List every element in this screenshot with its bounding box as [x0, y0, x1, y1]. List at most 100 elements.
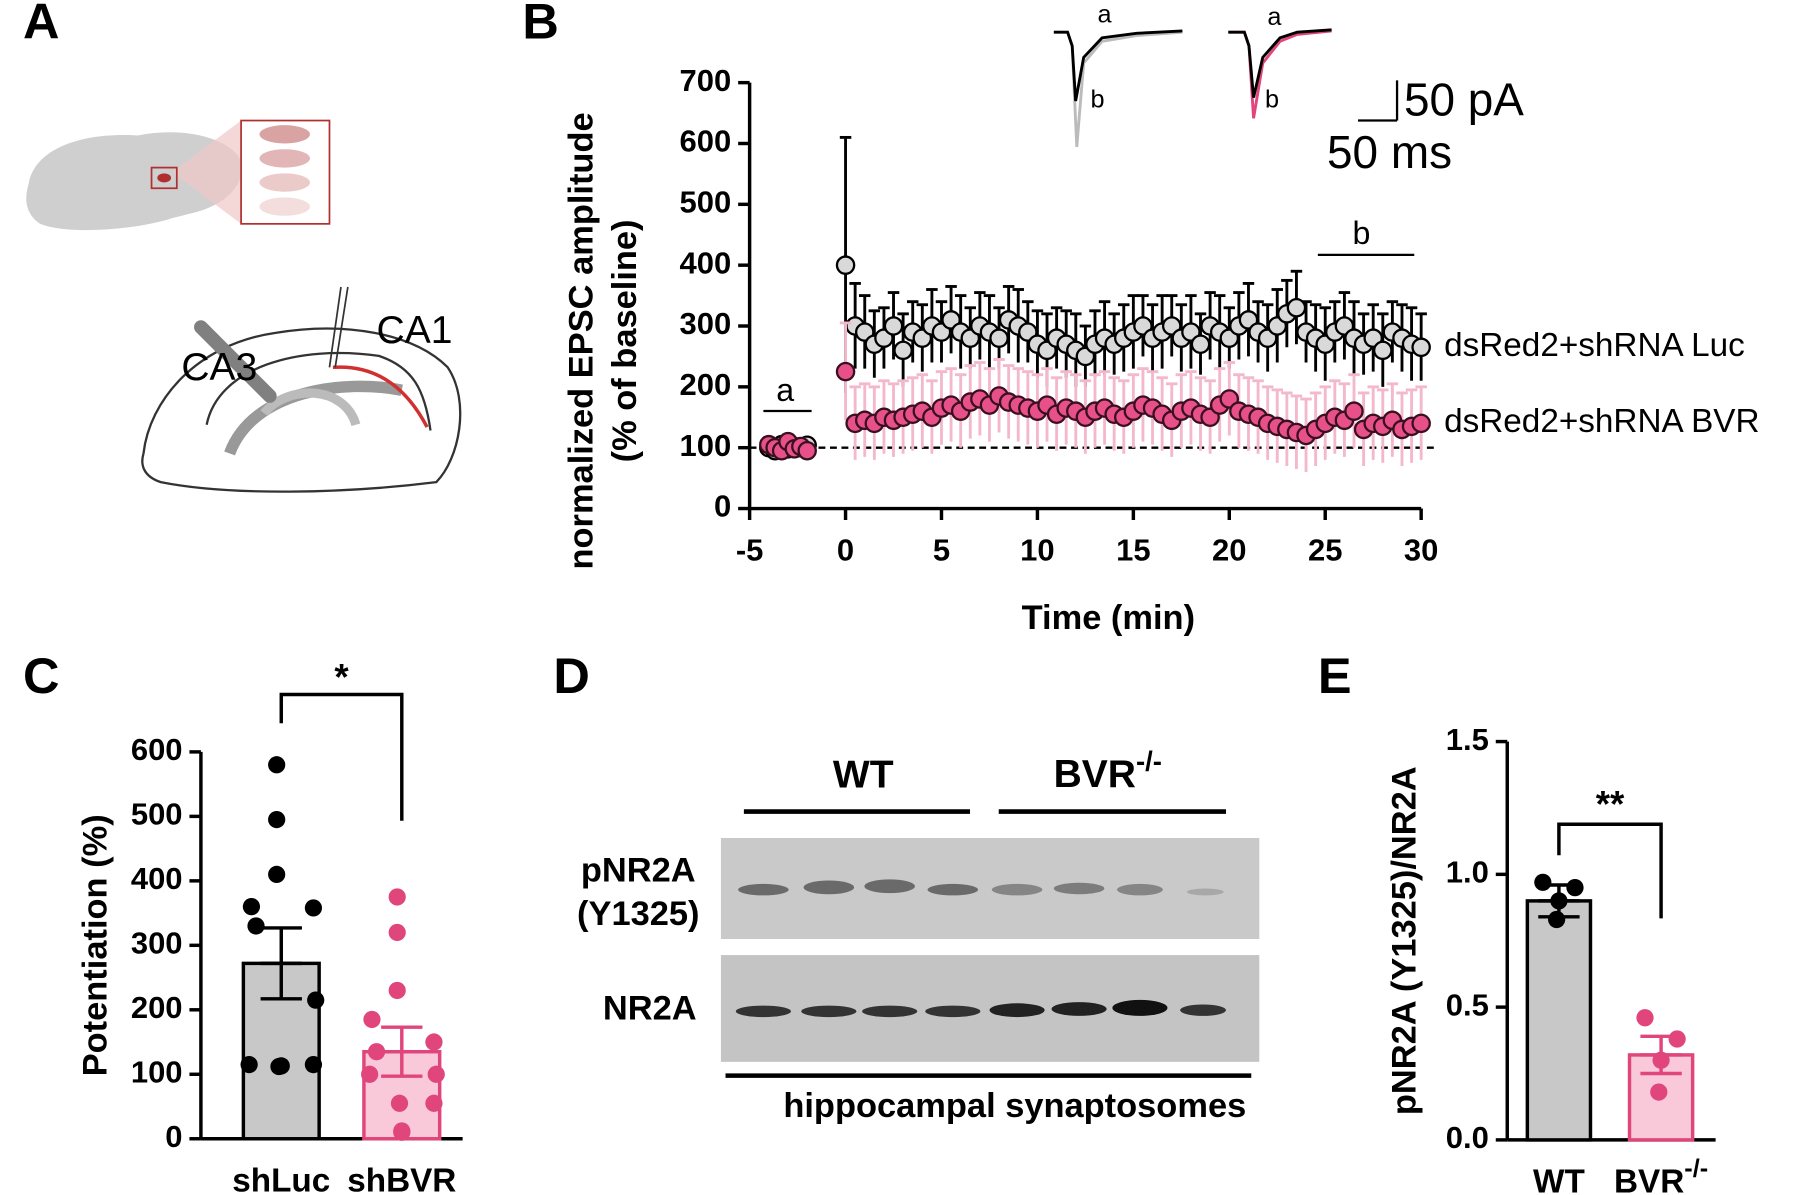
data-point	[388, 888, 406, 906]
data-point	[1668, 1030, 1686, 1048]
slice	[259, 149, 310, 168]
blot-footer: hippocampal synaptosomes	[783, 1087, 1246, 1125]
x-tick-label: 10	[1020, 532, 1054, 567]
band	[1186, 888, 1224, 896]
western-blot: WT BVR-/- pNR2A (Y1325) NR2A hippocampal…	[577, 746, 1260, 1125]
stim-electrode	[194, 320, 277, 403]
x-tick-label-main: shBVR	[347, 1162, 456, 1195]
data-point	[242, 898, 261, 916]
trace	[1228, 29, 1332, 119]
band	[738, 883, 789, 896]
data-point	[363, 1010, 381, 1029]
pyramidal-layer	[205, 351, 432, 431]
y-axis-label: normalized EPSC amplitude	[562, 112, 600, 569]
data-point	[1534, 873, 1552, 891]
scale-label: 50 ms	[1327, 126, 1452, 178]
row-label: (Y1325)	[577, 895, 699, 933]
y-tick-label: 0	[714, 489, 731, 524]
band	[864, 879, 915, 894]
y-axis-label: (% of baseline)	[606, 219, 644, 462]
data-point	[272, 1057, 290, 1075]
group-label-main: BVR	[1054, 753, 1136, 796]
y-tick-label: 0.5	[1446, 987, 1489, 1022]
zoom-box	[150, 166, 178, 190]
band	[1116, 883, 1163, 896]
band	[1053, 882, 1105, 895]
band	[991, 883, 1043, 896]
y-tick-label: 100	[680, 428, 732, 463]
rec-electrode	[334, 286, 349, 368]
band	[1112, 999, 1168, 1016]
x-tick-label: 0	[837, 532, 854, 567]
x-tick-label-main: WT	[1533, 1163, 1585, 1195]
y-tick-label: 1.5	[1446, 722, 1489, 757]
y-tick-label: 200	[680, 367, 732, 402]
group-label: WT	[833, 753, 894, 796]
data-point	[797, 440, 817, 461]
y-tick-label: 200	[131, 990, 183, 1025]
band	[803, 880, 855, 895]
annotation: b	[1353, 215, 1371, 251]
x-tick-label: -5	[736, 532, 764, 567]
ca3-label: CA3	[181, 346, 257, 389]
brain	[26, 132, 242, 231]
data-point	[367, 1043, 386, 1061]
data-point	[388, 923, 406, 942]
row-label: pNR2A	[581, 852, 696, 890]
x-tick-label: shLuc	[232, 1162, 330, 1195]
slice	[259, 197, 310, 216]
trace-label: a	[1267, 3, 1282, 31]
data-point	[1566, 879, 1584, 897]
trace-label: b	[1091, 86, 1105, 114]
x-tick-label: BVR-/-	[1614, 1154, 1708, 1195]
data-point	[893, 340, 913, 361]
x-tick-label: shBVR	[347, 1162, 456, 1195]
data-point	[393, 1123, 411, 1141]
trace-label: a	[1097, 1, 1112, 29]
trace	[1053, 29, 1183, 102]
dentate-gyrus	[260, 388, 361, 427]
rec-electrode	[328, 286, 342, 368]
data-point	[425, 1033, 443, 1051]
y-tick-label: 500	[680, 185, 732, 220]
data-point	[1286, 298, 1307, 318]
series	[759, 135, 1431, 461]
data-point	[304, 899, 323, 917]
x-tick-label-sup: -/-	[1684, 1154, 1708, 1182]
significance-bracket	[279, 692, 404, 821]
group-label: BVR-/-	[1054, 746, 1162, 797]
y-tick-label: 0.0	[1446, 1120, 1489, 1155]
y-tick-label: 300	[680, 306, 732, 341]
data-point	[425, 1094, 443, 1112]
data-point	[427, 1065, 445, 1083]
data-point	[247, 917, 265, 935]
significance-label: **	[1596, 784, 1625, 825]
data-point	[390, 1094, 409, 1112]
schaffer-path	[332, 365, 429, 428]
band	[925, 1005, 981, 1018]
data-point	[1190, 334, 1211, 355]
band	[1180, 1004, 1227, 1016]
group-label-sup: -/-	[1136, 746, 1162, 777]
trace-label: b	[1265, 86, 1279, 114]
data-point	[1548, 910, 1566, 929]
series	[759, 321, 1431, 473]
panel-label: C	[23, 647, 59, 704]
annotation: a	[776, 372, 794, 408]
legend-label: dsRed2+shRNA Luc	[1444, 327, 1745, 364]
y-tick-label: 600	[680, 124, 732, 159]
blot-strip	[720, 955, 1260, 1062]
inset-traces: a b a b 50 pA 50 ms	[1053, 1, 1524, 178]
data-point	[989, 328, 1009, 348]
data-point	[1373, 340, 1393, 361]
band	[989, 1003, 1045, 1018]
scale-label: 50 pA	[1404, 73, 1524, 125]
data-point	[835, 361, 856, 382]
legend-label: dsRed2+shRNA BVR	[1444, 403, 1759, 440]
data-point	[835, 255, 856, 275]
panel-label: B	[522, 0, 558, 50]
zoom-cone	[172, 120, 242, 224]
data-point	[1411, 337, 1431, 358]
